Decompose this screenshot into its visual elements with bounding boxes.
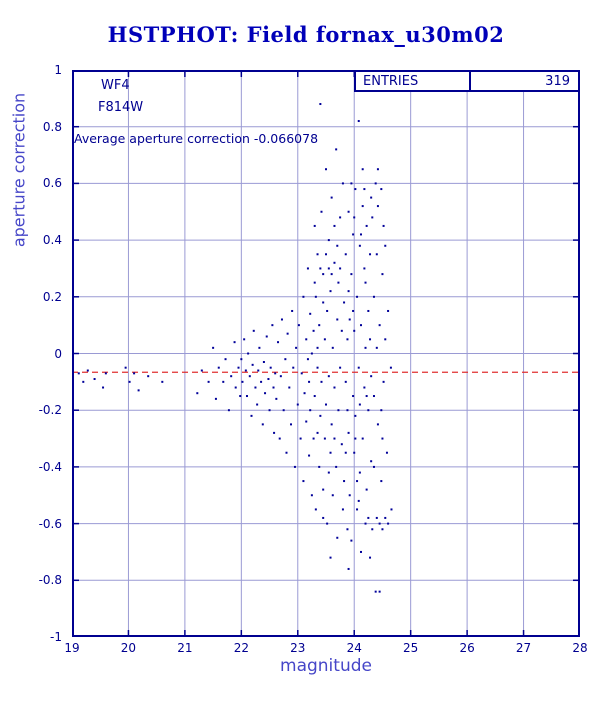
x-tick-label: 20 — [120, 641, 137, 655]
y-tick-label: 0.8 — [42, 119, 62, 134]
entries-count: 319 — [545, 73, 570, 89]
scatter-plot-svg — [72, 70, 580, 637]
y-tick-label: -1 — [50, 630, 62, 644]
x-tick-label: 27 — [515, 641, 532, 655]
x-axis-label: magnitude — [280, 656, 372, 676]
y-tick-label: 0.6 — [42, 176, 62, 191]
y-tick-label: -0.2 — [38, 403, 62, 418]
average-correction-label: Average aperture correction -0.066078 — [74, 131, 319, 146]
y-tick-label: -0.8 — [38, 573, 62, 588]
entries-divider — [469, 72, 471, 90]
y-tick-label: 0 — [54, 346, 62, 361]
x-tick-label: 26 — [459, 641, 475, 655]
page-title: HSTPHOT: Field fornax_u30m02 — [107, 22, 505, 47]
x-tick-label: 25 — [403, 641, 419, 655]
y-tick-label: -0.4 — [38, 459, 62, 474]
x-tick-label: 21 — [177, 641, 193, 655]
y-tick-labels: 1 0.8 0.6 0.4 0.2 0 -0.2 -0.4 -0.6 -0.8 -1 — [0, 63, 64, 644]
x-tick-label: 23 — [290, 641, 306, 655]
entries-title: ENTRIES — [363, 73, 419, 89]
x-tick-label: 28 — [572, 641, 588, 655]
filter-label: F814W — [98, 100, 144, 115]
y-tick-label: 0.2 — [42, 289, 62, 304]
x-tick-label: 24 — [346, 641, 362, 655]
x-tick-labels: 19 20 21 22 23 24 25 26 27 28 — [64, 641, 587, 657]
entries-box: ENTRIES 319 — [354, 70, 580, 92]
y-tick-label: 0.4 — [42, 233, 62, 248]
x-tick-label: 22 — [233, 641, 249, 655]
y-tick-label: 1 — [54, 63, 62, 77]
camera-label: WF4 — [101, 78, 130, 93]
y-tick-label: -0.6 — [38, 516, 62, 531]
x-tick-label: 19 — [64, 641, 80, 655]
